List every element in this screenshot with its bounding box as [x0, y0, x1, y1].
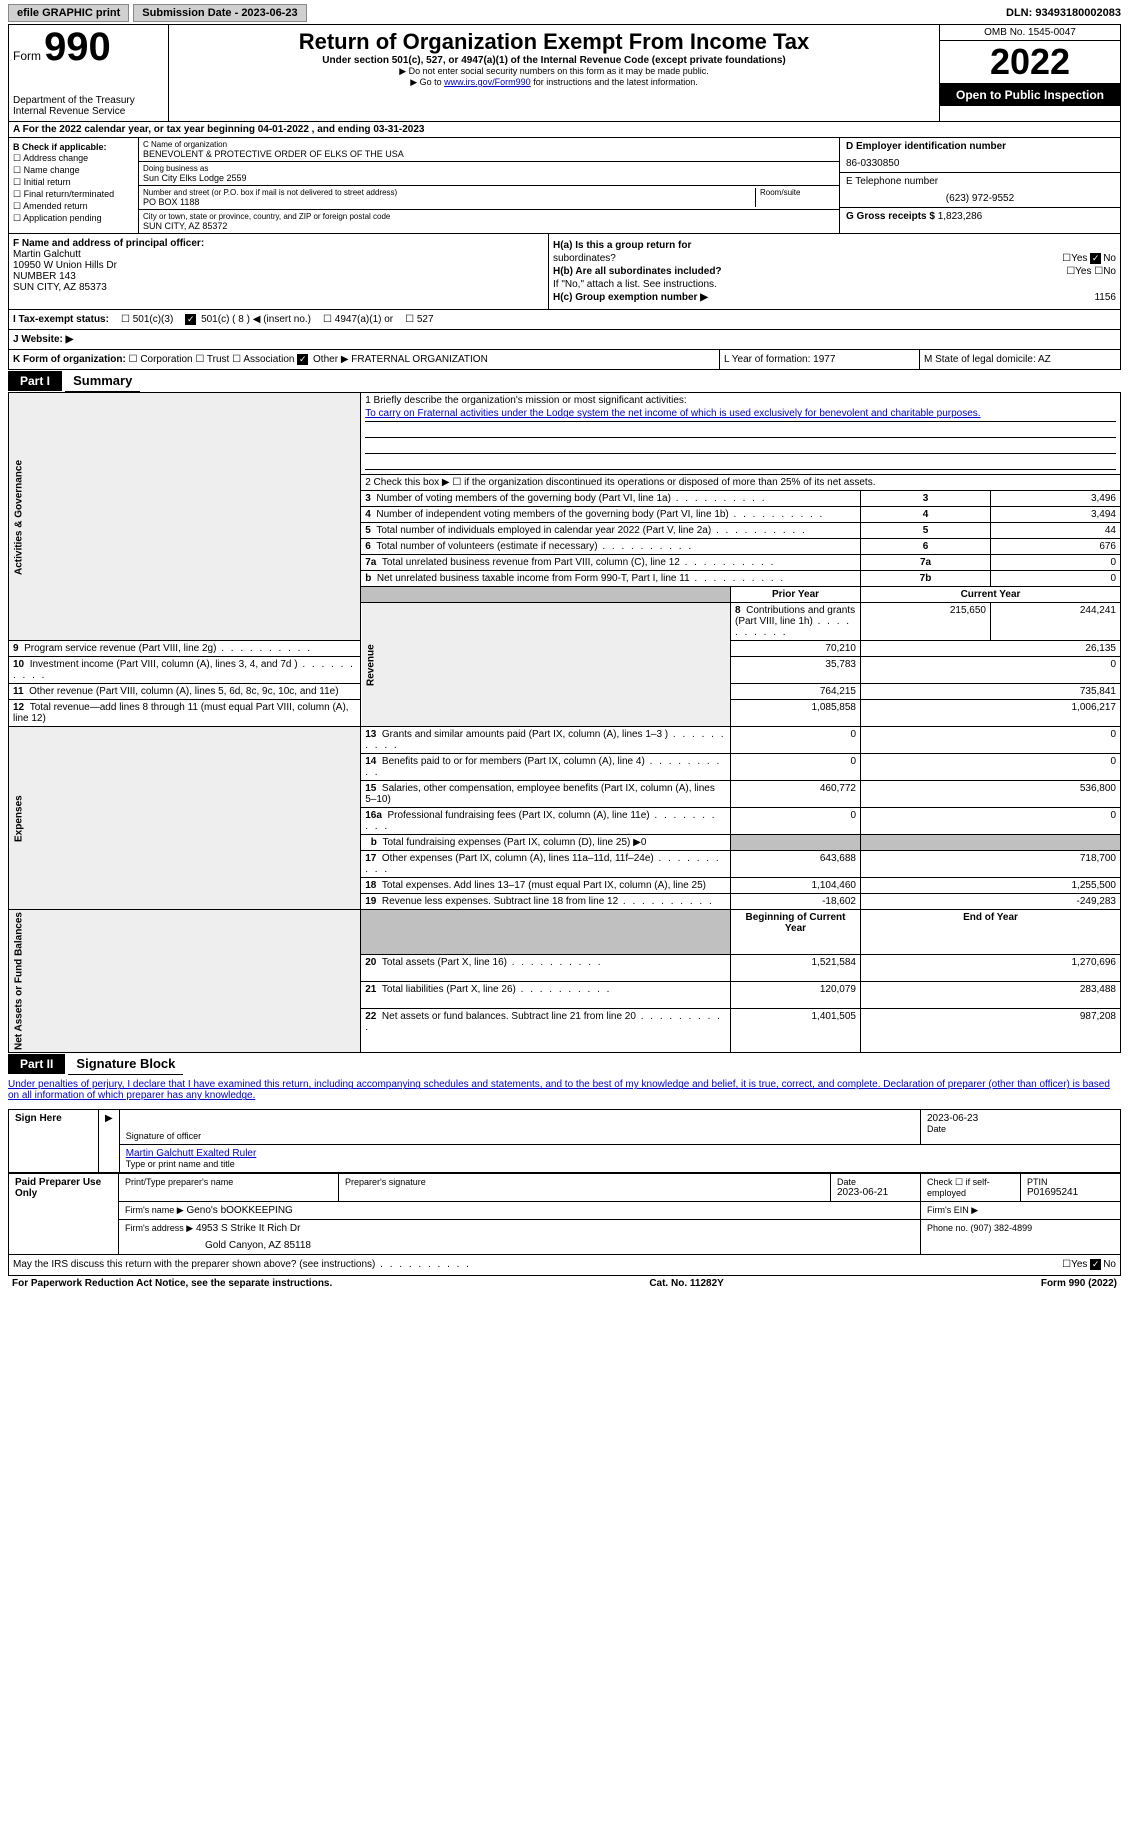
org-name: BENEVOLENT & PROTECTIVE ORDER OF ELKS OF…: [143, 149, 835, 159]
firm-address: 4953 S Strike It Rich Dr: [196, 1223, 300, 1234]
column-c: C Name of organization BENEVOLENT & PROT…: [139, 138, 840, 233]
column-d: D Employer identification number 86-0330…: [840, 138, 1120, 233]
dept-treasury: Department of the Treasury: [13, 95, 164, 106]
summary-table: Activities & Governance 1 Briefly descri…: [8, 392, 1121, 1053]
sign-here-label: Sign Here: [9, 1110, 99, 1173]
section-f: F Name and address of principal officer:…: [9, 234, 549, 309]
ha-no-checkbox[interactable]: [1090, 253, 1101, 264]
discuss-no-checkbox[interactable]: [1090, 1259, 1101, 1270]
k-row: K Form of organization: ☐ Corporation ☐ …: [8, 350, 1121, 370]
side-revenue: Revenue: [361, 603, 731, 727]
part-1-header: Part I Summary: [8, 370, 1121, 392]
form-title: Return of Organization Exempt From Incom…: [173, 29, 935, 55]
irs-link[interactable]: www.irs.gov/Form990: [444, 77, 531, 87]
form-number: 990: [44, 25, 111, 69]
group-exemption: 1156: [1094, 292, 1116, 303]
telephone: (623) 972-9552: [846, 193, 1114, 204]
section-h: H(a) Is this a group return for subordin…: [549, 234, 1120, 309]
officer-print-name: Martin Galchutt Exalted Ruler: [126, 1148, 1114, 1159]
tax-year: 2022: [940, 41, 1120, 84]
efile-print-button[interactable]: efile GRAPHIC print: [8, 4, 129, 22]
year-formation: L Year of formation: 1977: [720, 350, 920, 369]
footer-cat: Cat. No. 11282Y: [649, 1278, 723, 1289]
other-checkbox[interactable]: [297, 354, 308, 365]
declaration-text: Under penalties of perjury, I declare th…: [8, 1079, 1121, 1101]
other-value: FRATERNAL ORGANIZATION: [351, 354, 488, 365]
firm-phone: Phone no. (907) 382-4899: [921, 1220, 1121, 1255]
gross-receipts: 1,823,286: [938, 211, 983, 222]
form-subtitle-3: ▶ Go to www.irs.gov/Form990 for instruct…: [173, 77, 935, 88]
signature-block: Under penalties of perjury, I declare th…: [8, 1079, 1121, 1275]
section-fgh: F Name and address of principal officer:…: [8, 234, 1121, 310]
street-address: PO BOX 1188: [143, 197, 755, 207]
arrow-icon: ▶: [99, 1110, 120, 1173]
top-bar: efile GRAPHIC print Submission Date - 20…: [8, 4, 1121, 22]
main-info-block: B Check if applicable: ☐ Address change …: [8, 138, 1121, 234]
city-state-zip: SUN CITY, AZ 85372: [143, 221, 835, 231]
page-footer: For Paperwork Reduction Act Notice, see …: [8, 1276, 1121, 1291]
submission-date-button[interactable]: Submission Date - 2023-06-23: [133, 4, 306, 22]
footer-left: For Paperwork Reduction Act Notice, see …: [12, 1278, 332, 1289]
footer-right: Form 990 (2022): [1041, 1278, 1117, 1289]
preparer-date: 2023-06-21: [837, 1187, 914, 1198]
form-header: Form 990 Department of the Treasury Inte…: [8, 24, 1121, 122]
501c-checkbox[interactable]: [185, 314, 196, 325]
column-b: B Check if applicable: ☐ Address change …: [9, 138, 139, 233]
paid-preparer-label: Paid Preparer Use Only: [9, 1174, 119, 1255]
sig-date: 2023-06-23: [927, 1113, 1114, 1124]
omb-number: OMB No. 1545-0047: [940, 25, 1120, 41]
form-subtitle-2: ▶ Do not enter social security numbers o…: [173, 66, 935, 77]
mission-text: To carry on Fraternal activities under t…: [365, 408, 1116, 422]
ein-value: 86-0330850: [846, 158, 1114, 169]
officer-name: Martin Galchutt: [13, 249, 544, 260]
tax-status-row: I Tax-exempt status: ☐ 501(c)(3) 501(c) …: [8, 310, 1121, 330]
open-to-public: Open to Public Inspection: [940, 84, 1120, 106]
firm-name: Geno's bOOKKEEPING: [186, 1205, 292, 1216]
side-activities: Activities & Governance: [9, 393, 361, 641]
website-row: J Website: ▶: [8, 330, 1121, 350]
part-2-header: Part II Signature Block: [8, 1053, 1121, 1075]
side-expenses: Expenses: [9, 727, 361, 910]
side-netassets: Net Assets or Fund Balances: [9, 910, 361, 1053]
ptin-value: P01695241: [1027, 1187, 1114, 1198]
dba-name: Sun City Elks Lodge 2559: [143, 173, 835, 183]
state-domicile: M State of legal domicile: AZ: [920, 350, 1120, 369]
form-label: Form: [13, 49, 41, 63]
irs-text: Internal Revenue Service: [13, 106, 164, 117]
section-a: A For the 2022 calendar year, or tax yea…: [8, 122, 1121, 138]
form-subtitle-1: Under section 501(c), 527, or 4947(a)(1)…: [173, 55, 935, 66]
dln-text: DLN: 93493180002083: [1006, 7, 1121, 19]
